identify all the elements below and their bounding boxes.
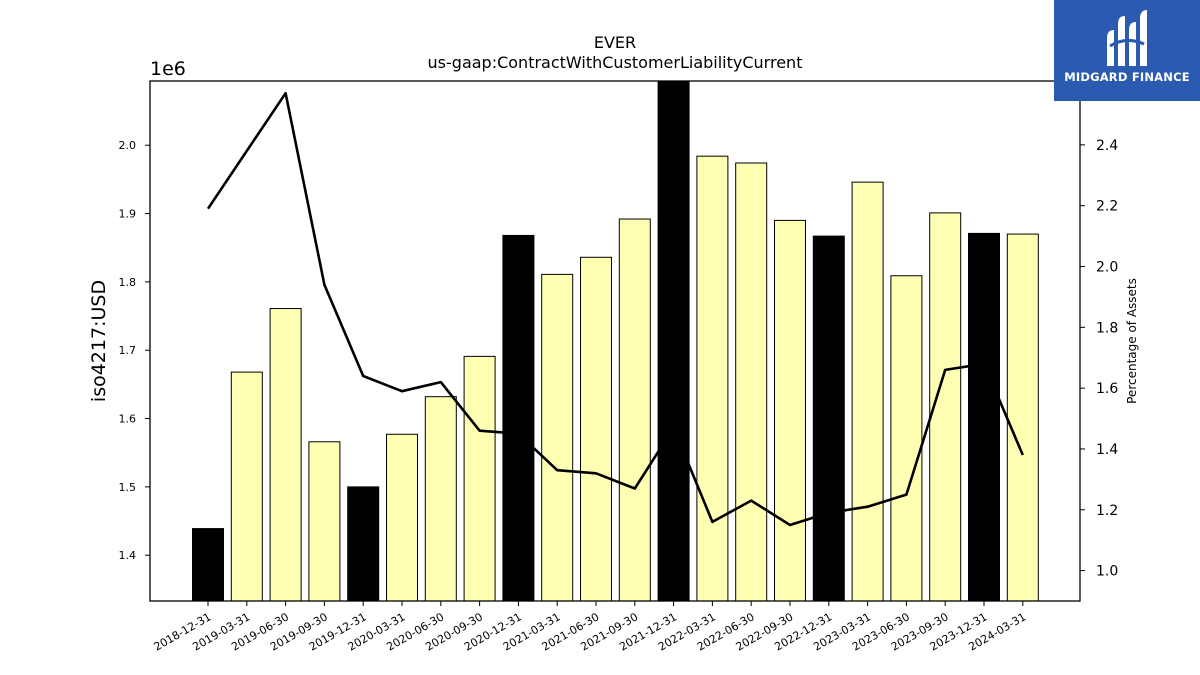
bar-2022-12-31 (812, 235, 845, 602)
y-tick-label: 1.9 (119, 208, 137, 221)
x-axis: 2018-12-312019-03-312019-06-302019-09-30… (152, 601, 1028, 654)
y-axis-right: 1.0 1.2 1.4 1.6 1.8 2.0 2.2 2.4 (1080, 138, 1118, 580)
y-axis-left: 1.4 1.5 1.6 1.7 1.8 1.9 2.0 (119, 139, 150, 562)
bar-2020-06-30 (424, 396, 457, 602)
bar-2022-06-30 (735, 162, 768, 602)
chart-subtitle: us-gaap:ContractWithCustomerLiabilityCur… (428, 53, 803, 72)
bar-2019-03-31 (230, 371, 263, 602)
y-tick-label: 1.6 (119, 413, 137, 426)
y2-tick-label: 2.0 (1096, 259, 1118, 275)
brand-logo: MIDGARD FINANCE (1054, 0, 1200, 101)
y-axis-offset-label: 1e6 (150, 58, 186, 80)
bar-2018-12-31 (192, 528, 224, 602)
bar-2023-06-30 (890, 275, 923, 602)
y-tick-label: 2.0 (119, 139, 137, 152)
y-axis-label: iso4217:USD (88, 280, 110, 402)
bar-2020-03-31 (386, 433, 418, 602)
bar-2019-09-30 (308, 441, 341, 602)
y2-tick-label: 1.8 (1096, 320, 1118, 336)
y-tick-label: 1.7 (119, 344, 137, 357)
bar-2022-03-31 (696, 155, 729, 602)
bar-2023-03-31 (851, 181, 884, 602)
y-tick-label: 1.8 (119, 276, 137, 289)
bar-group (192, 80, 1039, 602)
chart-title: EVER (594, 33, 636, 52)
bar-2021-06-30 (580, 256, 612, 602)
percentage-of-assets-line (206, 91, 1024, 527)
bar-2023-12-31 (968, 232, 1000, 602)
bar-2021-09-30 (618, 218, 651, 602)
plot-frame (149, 80, 1081, 602)
bar-2019-06-30 (269, 308, 302, 602)
midgard-logo-icon (1107, 10, 1147, 66)
y-tick-label: 1.5 (119, 481, 137, 494)
bar-2019-12-31 (347, 486, 380, 602)
bar-2021-12-31 (657, 80, 690, 602)
y2-tick-label: 1.2 (1096, 503, 1118, 519)
bar-2022-09-30 (774, 219, 806, 602)
y2-tick-label: 1.0 (1096, 564, 1118, 580)
percentage-line-group (206, 91, 1024, 527)
bar-2024-03-31 (1006, 233, 1039, 602)
y-tick-label: 1.4 (119, 549, 137, 562)
y2-tick-label: 1.6 (1096, 381, 1118, 397)
y2-tick-label: 1.4 (1096, 442, 1118, 458)
bar-2021-03-31 (541, 273, 574, 602)
y2-tick-label: 2.4 (1096, 138, 1118, 154)
y2-axis-label: Percentage of Assets (1125, 278, 1139, 404)
bar-2020-09-30 (463, 355, 496, 602)
y2-tick-label: 2.2 (1096, 199, 1118, 215)
bar-2020-12-31 (502, 234, 535, 602)
logo-text: MIDGARD FINANCE (1064, 70, 1190, 84)
